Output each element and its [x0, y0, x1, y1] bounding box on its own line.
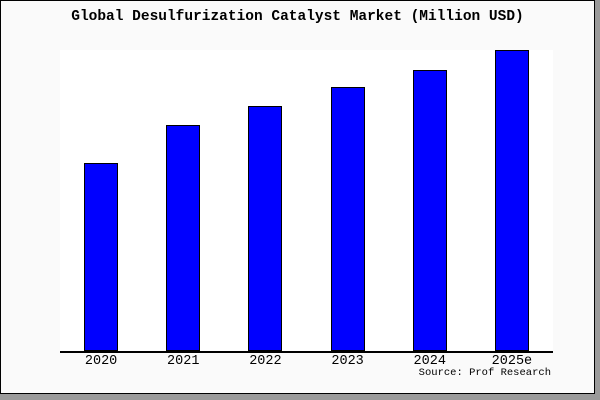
bar-2021: [166, 125, 201, 351]
x-tick-2024: 2024: [413, 354, 446, 369]
source-note: Source: Prof Research: [418, 367, 551, 379]
x-tick-2023: 2023: [331, 354, 364, 369]
bar-2024: [412, 70, 447, 351]
bar-2025e: [494, 50, 529, 351]
x-axis-line: [60, 351, 553, 353]
bar-2023: [330, 87, 365, 351]
bar-2020: [84, 163, 119, 351]
bar-2022: [248, 106, 283, 351]
chart-frame: Global Desulfurization Catalyst Market (…: [0, 0, 595, 394]
chart-title: Global Desulfurization Catalyst Market (…: [71, 9, 524, 25]
plot-area: [60, 50, 553, 353]
x-tick-2021: 2021: [167, 354, 200, 369]
x-tick-2022: 2022: [249, 354, 282, 369]
x-tick-2020: 2020: [84, 354, 118, 369]
x-tick-2025e: 2025e: [491, 354, 533, 369]
